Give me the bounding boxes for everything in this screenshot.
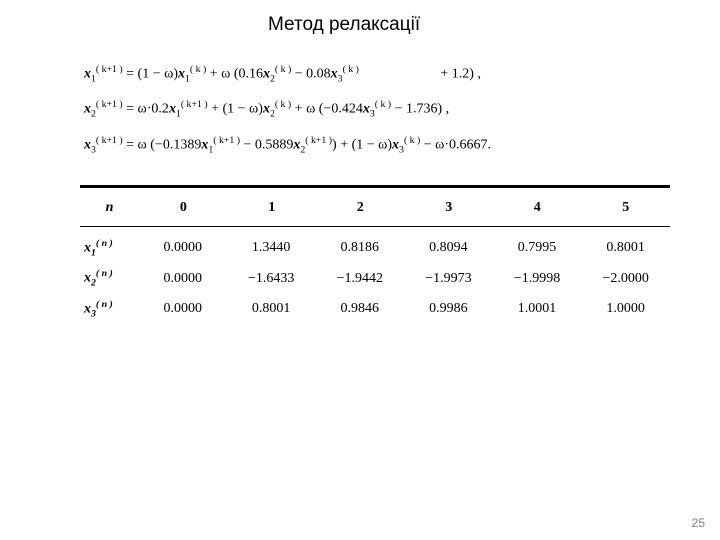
cell-3-1: 0.8001 [227,294,316,324]
eq2-var3: x [263,102,270,117]
cell-1-3: 0.8094 [404,233,493,263]
eq1-p3: − 0.08 [291,67,330,82]
eq2-p1: = ω·0.2 [123,102,169,117]
cell-2-2: −1.9442 [315,263,404,293]
page-title: Метод релаксації [268,14,420,36]
equation-3: x3( k+1 ) = ω (−0.1389x1( k+1 ) − 0.5889… [84,136,664,155]
table-mid-rule [80,226,670,227]
eq1-v3sub: 2 [270,73,275,84]
eq2-v2sub: 1 [176,109,181,120]
table-row: x1( n ) 0.0000 1.3440 0.8186 0.8094 0.79… [80,233,670,263]
slide: Метод релаксації x1( k+1 ) = (1 − ω)x1( … [0,0,720,540]
header-3: 3 [405,194,493,222]
cell-3-4: 1.0001 [493,294,582,324]
cell-3-0: 0.0000 [139,294,227,324]
cell-2-1: −1.6433 [227,263,316,293]
row3-label: x3( n ) [80,294,139,324]
row1-sup: ( n ) [96,238,113,249]
eq1-var3: x [263,67,270,82]
eq1-v3sup: ( k ) [275,64,291,75]
row2-var: x [84,271,91,286]
cell-1-1: 1.3440 [227,233,316,263]
eq3-p3: ) + (1 − ω) [332,137,392,152]
row3-sub: 3 [91,308,96,319]
eq1-v4sub: 3 [338,73,343,84]
eq2-sub1: 2 [91,109,96,120]
eq3-v2sup: ( k+1 ) [213,135,240,146]
equation-1: x1( k+1 ) = (1 − ω)x1( k ) + ω (0.16x2( … [84,65,664,84]
header-4: 4 [493,194,581,222]
header-n: n [80,194,139,222]
equations-block: x1( k+1 ) = (1 − ω)x1( k ) + ω (0.16x2( … [84,65,664,171]
eq3-var4: x [392,137,399,152]
eq1-v2sup: ( k ) [190,64,206,75]
table-head: n 0 1 2 3 4 5 [80,194,670,222]
eq3-v4sup: ( k ) [404,135,420,146]
eq1-v4sup: ( k ) [343,64,359,75]
table-row: x2( n ) 0.0000 −1.6433 −1.9442 −1.9973 −… [80,263,670,293]
table-row: x3( n ) 0.0000 0.8001 0.9846 0.9986 1.00… [80,294,670,324]
equation-2: x2( k+1 ) = ω·0.2x1( k+1 ) + (1 − ω)x2( … [84,100,664,119]
data-table-body: x1( n ) 0.0000 1.3440 0.8186 0.8094 0.79… [80,233,670,324]
header-5: 5 [581,194,670,222]
table-header-row: n 0 1 2 3 4 5 [80,194,670,222]
row3-sup: ( n ) [96,299,113,310]
eq2-v2sup: ( k+1 ) [181,99,208,110]
header-0: 0 [139,194,227,222]
row3-var: x [84,302,91,317]
cell-3-2: 0.9846 [315,294,404,324]
eq2-sup1: ( k+1 ) [96,99,123,110]
cell-1-2: 0.8186 [315,233,404,263]
eq1-var4: x [331,67,338,82]
row2-sub: 2 [91,278,96,289]
row1-var: x [84,241,91,256]
eq3-p4: − ω·0.6667. [420,137,491,152]
cell-3-3: 0.9986 [404,294,493,324]
eq1-var2: x [178,67,185,82]
data-table: n 0 1 2 3 4 5 [80,194,670,222]
table-top-rule [80,185,670,188]
row2-label: x2( n ) [80,263,139,293]
eq1-p2: + ω (0.16 [206,67,263,82]
row2-sup: ( n ) [96,268,113,279]
data-table-wrap: n 0 1 2 3 4 5 x1( n ) 0.0000 1.3440 0.81… [80,185,670,324]
cell-1-0: 0.0000 [139,233,227,263]
cell-2-5: −2.0000 [581,263,670,293]
header-2: 2 [316,194,404,222]
row1-sub: 1 [91,247,96,258]
eq3-v3sup: ( k+1 ) [305,135,332,146]
header-1: 1 [228,194,316,222]
eq2-p3: + ω (−0.424 [291,102,363,117]
eq1-p4: + 1.2) , [437,67,481,82]
cell-3-5: 1.0000 [581,294,670,324]
eq2-var4: x [363,102,370,117]
eq2-v4sup: ( k ) [375,99,391,110]
row1-label: x1( n ) [80,233,139,263]
eq2-p2: + (1 − ω) [208,102,263,117]
eq2-v4sub: 3 [370,109,375,120]
eq1-p1: = (1 − ω) [123,67,178,82]
eq1-var-x: x [84,67,91,82]
eq2-var2: x [169,102,176,117]
eq1-v2sub: 1 [185,73,190,84]
eq1-sub1: 1 [91,73,96,84]
eq3-p1: = ω (−0.1389 [123,137,202,152]
cell-1-5: 0.8001 [581,233,670,263]
eq2-v3sub: 2 [270,109,275,120]
cell-2-3: −1.9973 [404,263,493,293]
cell-2-0: 0.0000 [139,263,227,293]
eq3-sup1: ( k+1 ) [96,135,123,146]
page-number: 25 [692,516,705,530]
cell-2-4: −1.9998 [493,263,582,293]
eq2-v3sup: ( k ) [275,99,291,110]
cell-1-4: 0.7995 [493,233,582,263]
eq3-var-x: x [84,137,91,152]
eq2-p4: − 1.736) , [391,102,449,117]
eq2-var-x: x [84,102,91,117]
eq3-p2: − 0.5889 [240,137,293,152]
eq1-sup1: ( k+1 ) [96,64,123,75]
